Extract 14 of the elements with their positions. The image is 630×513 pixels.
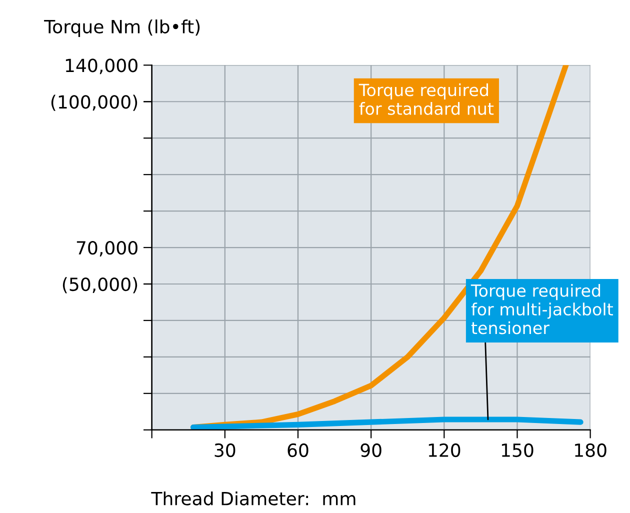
text: Torque required for standard nut	[358, 83, 494, 115]
y2-tick-label: (100,000)	[51, 94, 138, 111]
y-tick-label: 70,000	[76, 240, 138, 256]
y-tick-label: 140,000	[66, 58, 138, 74]
x-tick-label: 120	[428, 443, 460, 458]
x-tick-label: 180	[575, 443, 606, 458]
text: Torque required for multi-jackbolt tensioner	[470, 284, 613, 334]
x-tick-label: 30	[214, 443, 236, 458]
y2-tick-label: (50,000)	[62, 277, 138, 294]
y-axis-title: Torque Nm (lb•ft)	[44, 19, 200, 37]
x-tick-label: 150	[502, 443, 534, 458]
x-tick-label: 90	[360, 443, 382, 458]
x-tick-label: 60	[288, 443, 308, 458]
x-axis-title: Thread Diameter: mm	[151, 491, 356, 506]
